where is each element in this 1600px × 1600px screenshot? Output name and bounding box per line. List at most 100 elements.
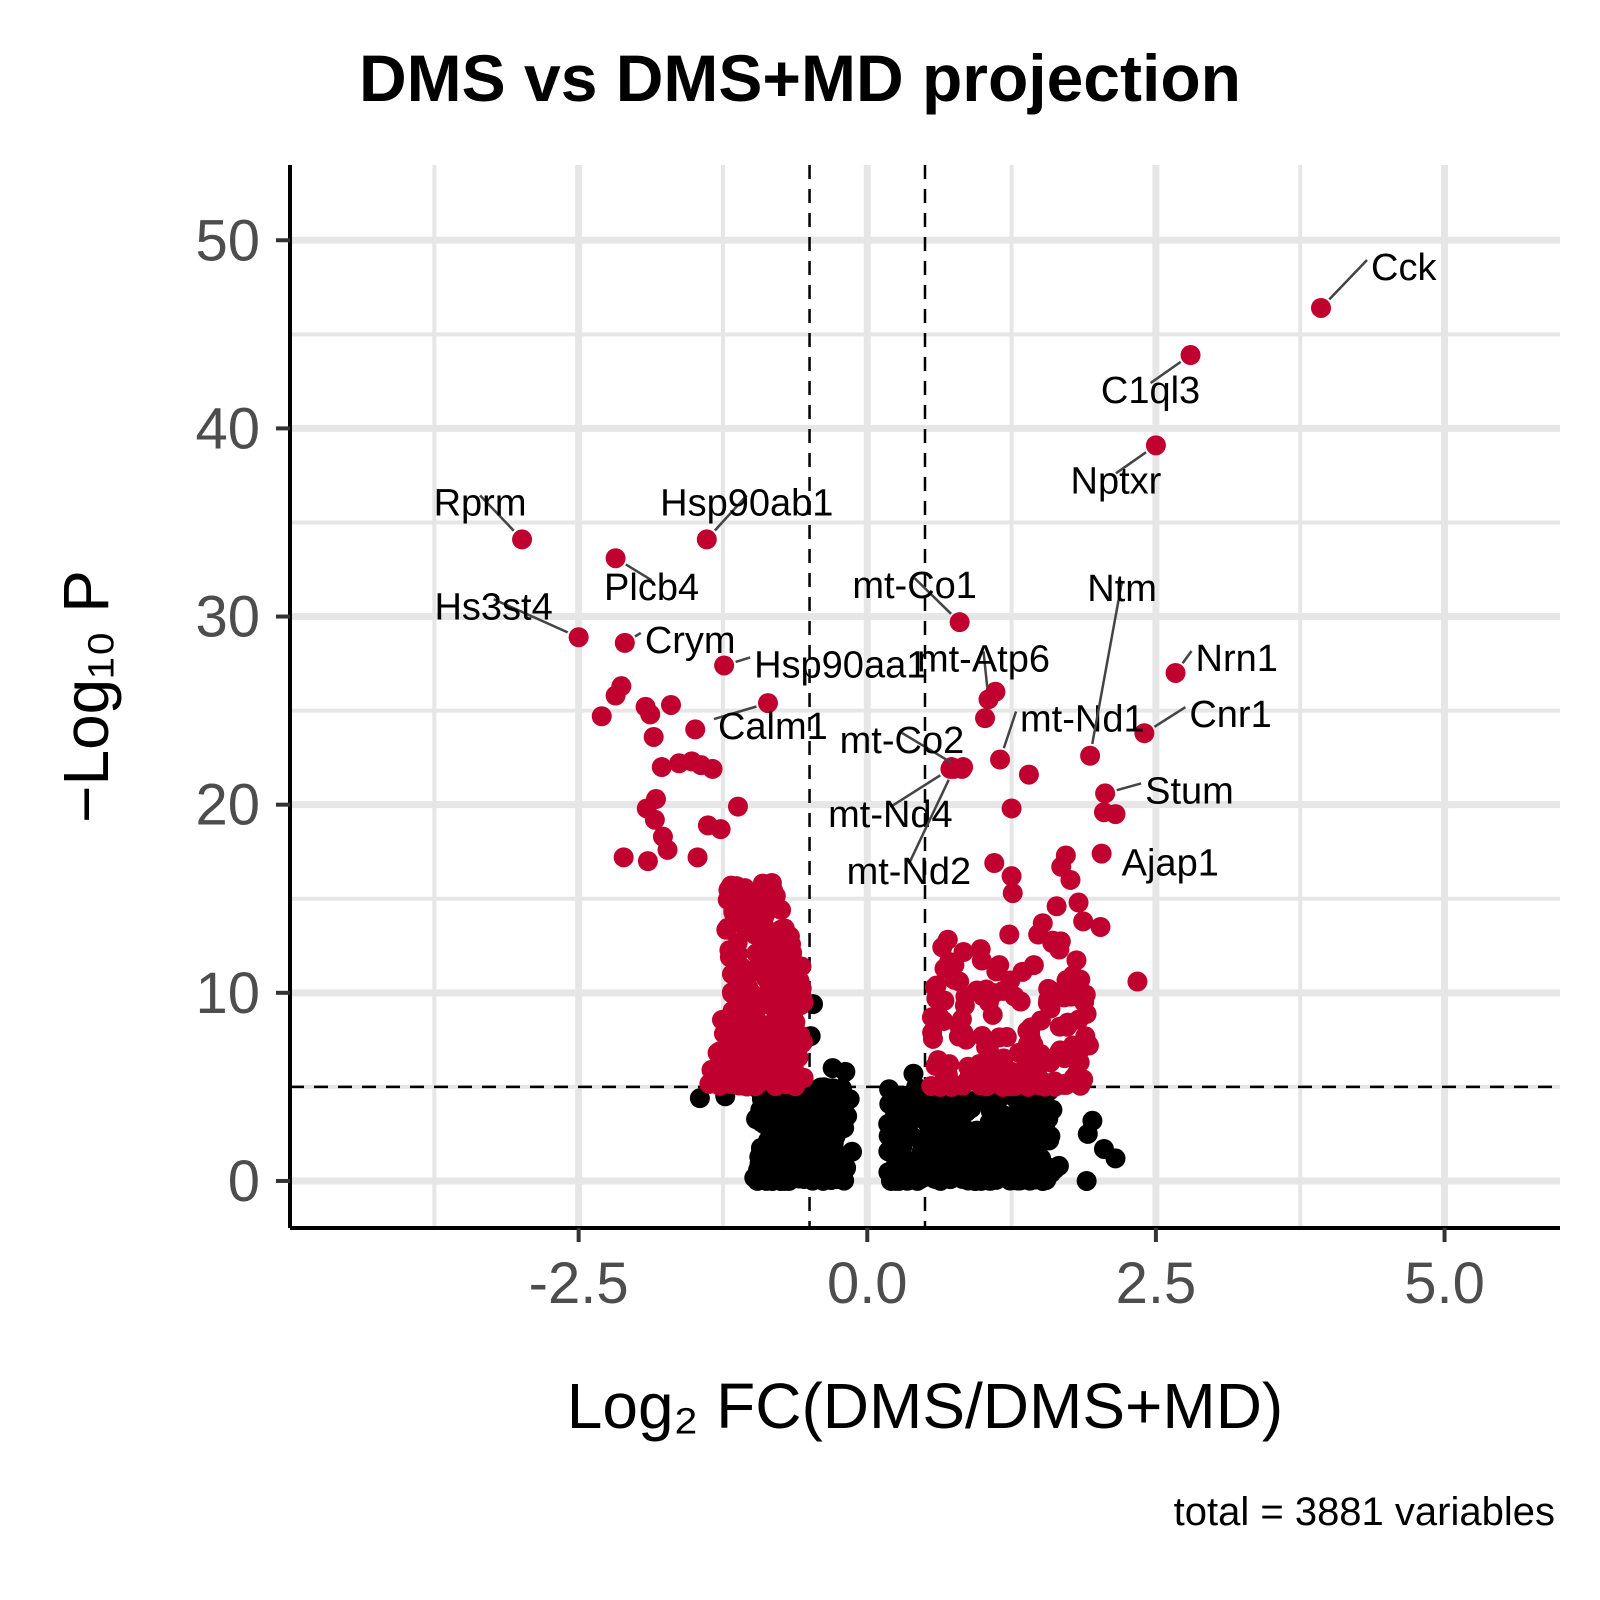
point-not-significant (903, 1063, 924, 1084)
point-significant (951, 1009, 972, 1030)
point-labeled-gene (990, 749, 1011, 770)
point-significant (779, 926, 800, 947)
point-significant (972, 1026, 993, 1047)
gene-label: Stum (1145, 770, 1234, 812)
point-significant (740, 1032, 761, 1053)
point-significant (1004, 986, 1025, 1007)
point-not-significant (890, 1123, 911, 1144)
point-not-significant (819, 1123, 840, 1144)
point-significant (732, 900, 753, 921)
x-tick-label: -2.5 (529, 1251, 629, 1316)
point-not-significant (1031, 1151, 1052, 1172)
point-significant (1028, 924, 1049, 945)
gene-label: C1ql3 (1101, 370, 1200, 412)
point-not-significant (915, 1160, 936, 1181)
point-significant (746, 1008, 767, 1029)
label-connector (1116, 782, 1142, 792)
point-significant (591, 706, 612, 727)
point-significant (651, 757, 672, 778)
point-significant (994, 1075, 1015, 1096)
point-significant (1073, 1069, 1094, 1090)
point-significant (761, 872, 782, 893)
gene-label: Ajap1 (1122, 843, 1219, 885)
gene-label: Crym (645, 620, 736, 662)
point-significant (1046, 896, 1067, 917)
point-significant (640, 704, 661, 725)
point-not-significant (979, 1112, 1000, 1133)
point-significant (718, 1032, 739, 1053)
gene-label: mt-Nd1 (1020, 699, 1145, 741)
point-not-significant (789, 1168, 810, 1189)
label-connector (493, 598, 569, 634)
gene-label: mt-Co2 (840, 720, 965, 762)
point-labeled-gene (714, 655, 735, 676)
gene-label: Rprm (434, 482, 527, 524)
point-not-significant (821, 1169, 842, 1190)
point-not-significant (1048, 1155, 1069, 1176)
label-connector (479, 494, 515, 532)
point-significant (944, 969, 965, 990)
label-connector (901, 731, 953, 764)
point-significant (1001, 866, 1022, 887)
point-significant (769, 1059, 790, 1080)
label-connector (1002, 711, 1018, 749)
point-significant (712, 1009, 733, 1030)
point-significant (770, 1018, 791, 1039)
point-labeled-gene (512, 529, 533, 550)
y-tick-label: 50 (195, 208, 260, 273)
point-significant (644, 809, 665, 830)
gene-label: mt-Nd4 (828, 794, 953, 836)
point-significant (657, 839, 678, 860)
gene-labels: Cck C1ql3 Nptxr Rprm Hsp90ab1 Plcb4 mt-Co1 Hs3s… (434, 247, 1438, 893)
point-significant (1018, 764, 1039, 785)
point-significant (970, 1075, 991, 1096)
point-significant (730, 966, 751, 987)
point-labeled-gene (1080, 745, 1101, 766)
point-significant (1021, 1072, 1042, 1093)
point-significant (727, 877, 748, 898)
chart-title: DMS vs DMS+MD projection (359, 41, 1241, 115)
axes (276, 165, 1560, 1242)
label-connector (625, 563, 653, 582)
y-tick-label: 10 (195, 961, 260, 1026)
point-significant (613, 847, 634, 868)
point-labeled-gene (1145, 435, 1166, 456)
point-significant (1060, 869, 1081, 890)
point-not-significant (689, 1088, 710, 1109)
y-tick-label: 40 (195, 396, 260, 461)
point-labeled-gene (978, 689, 999, 710)
point-significant (975, 708, 996, 729)
point-significant (1127, 971, 1148, 992)
point-significant (1073, 911, 1094, 932)
axis-text: -2.5 0.0 2.5 5.0 0 10 20 30 40 50 Log₂ FC(DMS/DMS+… (50, 208, 1555, 1534)
point-significant (791, 956, 812, 977)
point-significant (1012, 961, 1033, 982)
point-significant (767, 998, 788, 1019)
point-labeled-gene (757, 693, 778, 714)
label-connector (735, 656, 751, 664)
point-not-significant (827, 1089, 848, 1110)
point-not-significant (1030, 1114, 1051, 1135)
label-connector (713, 494, 748, 532)
x-tick-label: 5.0 (1404, 1251, 1485, 1316)
point-not-significant (750, 1138, 771, 1159)
point-labeled-gene (1180, 345, 1201, 366)
point-labeled-gene (1095, 783, 1116, 804)
point-labeled-gene (605, 548, 626, 569)
point-labeled-gene (1134, 723, 1155, 744)
label-connector (889, 774, 941, 808)
gene-label: mt-Nd2 (847, 851, 972, 893)
y-tick-label: 30 (195, 585, 260, 650)
point-not-significant (880, 1170, 901, 1191)
point-significant (685, 719, 706, 740)
x-axis-title: Log₂ FC(DMS/DMS+MD) (567, 1370, 1283, 1442)
point-significant (702, 758, 723, 779)
gene-label: Calm1 (718, 706, 828, 748)
point-significant (1062, 1035, 1083, 1056)
label-connector (713, 705, 757, 721)
point-not-significant (1030, 1133, 1051, 1154)
label-connector (907, 779, 950, 865)
point-significant (1001, 798, 1022, 819)
point-not-significant (910, 1091, 931, 1112)
point-not-significant (879, 1079, 900, 1100)
